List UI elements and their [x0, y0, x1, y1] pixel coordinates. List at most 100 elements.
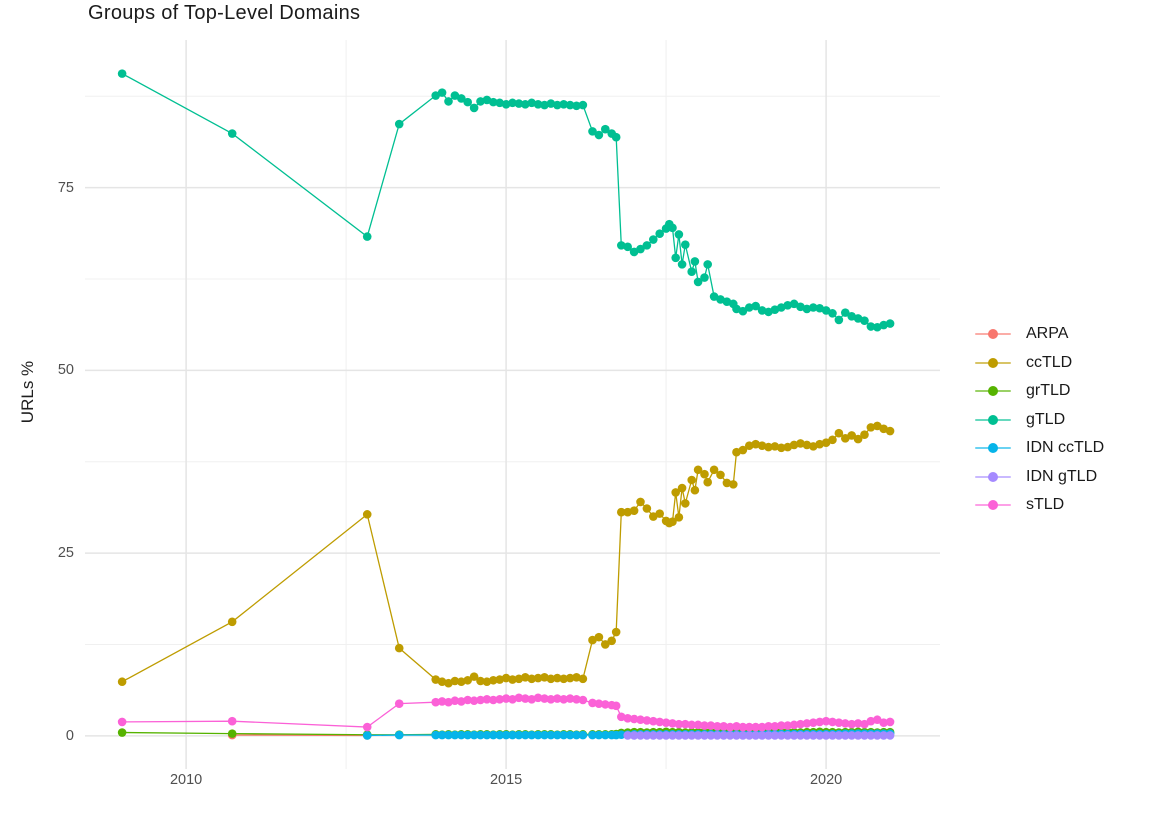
data-point-gTLD [431, 91, 441, 100]
data-point-IDN-gTLD [757, 731, 767, 740]
data-point-gTLD [703, 260, 712, 269]
data-point-gTLD [680, 240, 690, 249]
data-point-ccTLD [540, 673, 549, 682]
data-point-ccTLD [489, 675, 498, 685]
data-point-gTLD [501, 100, 511, 109]
data-point-IDN-gTLD [738, 731, 748, 740]
data-point-IDN-gTLD [725, 731, 735, 740]
chart-title: Groups of Top-Level Domains [88, 2, 361, 24]
data-point-gTLD [709, 292, 719, 301]
data-point-sTLD [879, 718, 888, 727]
data-point-IDN-gTLD [866, 731, 876, 740]
data-point-ccTLD [860, 430, 869, 439]
data-point-gTLD [540, 100, 549, 110]
data-point-gTLD [495, 98, 505, 108]
data-point-ccTLD [648, 512, 658, 521]
data-point-IDN-gTLD [700, 731, 709, 740]
data-point-ccTLD [744, 441, 754, 450]
data-point-grTLD [227, 729, 237, 738]
data-point-gTLD [885, 319, 895, 328]
data-point-sTLD [362, 722, 372, 732]
data-point-sTLD [508, 694, 517, 704]
data-point-IDN-gTLD [706, 731, 716, 740]
data-point-IDN-gTLD [828, 731, 837, 740]
data-point-IDN-gTLD [732, 731, 741, 740]
data-point-IDN-ccTLD [514, 730, 524, 740]
data-point-sTLD [520, 694, 530, 703]
data-point-ccTLD [600, 640, 610, 649]
data-point-gTLD [671, 253, 680, 263]
data-point-IDN-gTLD [648, 731, 658, 740]
data-point-sTLD [764, 722, 773, 731]
data-point-gTLD [552, 100, 562, 110]
data-point-IDN-gTLD [719, 731, 728, 740]
data-point-grTLD [117, 728, 127, 737]
data-point-ccTLD [642, 504, 652, 513]
legend-item-grTLD: grTLD [975, 377, 1104, 406]
data-point-IDN-gTLD [821, 731, 831, 740]
data-point-gTLD [623, 242, 632, 252]
data-point-ccTLD [533, 673, 543, 683]
data-point-gTLD [677, 260, 687, 269]
data-point-sTLD [463, 695, 473, 705]
data-point-ccTLD [853, 434, 863, 444]
data-point-ccTLD [623, 507, 632, 517]
data-point-ccTLD [770, 442, 780, 451]
data-point-sTLD [533, 693, 543, 703]
legend-key-icon [975, 471, 1011, 482]
data-point-sTLD [578, 695, 588, 705]
data-point-sTLD [616, 712, 626, 722]
data-point-ccTLD [703, 477, 712, 487]
data-point-ccTLD [607, 636, 616, 646]
data-point-ccTLD [802, 440, 812, 450]
data-point-gTLD [879, 320, 888, 330]
legend-marker [988, 329, 998, 340]
data-point-IDN-ccTLD [508, 730, 517, 740]
x-tick-label: 2010 [169, 772, 203, 788]
data-point-IDN-gTLD [834, 731, 844, 740]
legend-label: grTLD [1026, 382, 1071, 400]
data-point-gTLD [611, 132, 621, 142]
data-point-sTLD [501, 694, 511, 703]
data-point-ccTLD [690, 485, 700, 495]
data-point-gTLD [744, 303, 754, 312]
data-point-IDN-ccTLD [463, 730, 473, 740]
data-point-sTLD [693, 720, 703, 730]
legend-label: IDN ccTLD [1026, 439, 1105, 457]
data-point-sTLD [495, 694, 505, 704]
data-point-ccTLD [674, 512, 684, 522]
data-point-gTLD [616, 241, 626, 250]
data-point-gTLD [489, 97, 498, 107]
data-point-gTLD [600, 124, 610, 134]
data-point-sTLD [776, 721, 786, 730]
data-point-sTLD [872, 715, 882, 725]
data-point-IDN-ccTLD [533, 730, 543, 740]
data-point-sTLD [770, 722, 780, 731]
data-point-IDN-ccTLD [546, 730, 556, 740]
data-point-ccTLD [757, 441, 767, 450]
data-point-gTLD [394, 119, 404, 129]
data-point-IDN-gTLD [744, 731, 754, 740]
data-point-IDN-gTLD [680, 731, 690, 740]
data-point-gTLD [457, 94, 466, 103]
data-point-IDN-ccTLD [476, 730, 485, 740]
data-point-sTLD [706, 721, 716, 730]
x-tick-label: 2020 [809, 772, 843, 788]
data-point-IDN-gTLD [751, 731, 760, 740]
data-point-ccTLD [514, 674, 524, 684]
data-point-ccTLD [821, 438, 831, 448]
data-point-gTLD [527, 98, 536, 108]
data-point-ccTLD [776, 443, 786, 453]
data-point-IDN-gTLD [674, 731, 684, 740]
data-point-ccTLD [738, 445, 748, 455]
data-point-sTLD [668, 719, 677, 728]
data-point-sTLD [588, 698, 597, 708]
data-point-ccTLD [693, 465, 703, 475]
data-point-IDN-gTLD [796, 731, 805, 740]
data-point-ccTLD [362, 510, 372, 519]
data-point-sTLD [600, 700, 610, 709]
data-point-sTLD [866, 716, 876, 726]
data-point-ccTLD [501, 673, 511, 683]
data-point-IDN-ccTLD [578, 730, 588, 740]
data-point-gTLD [757, 306, 767, 315]
